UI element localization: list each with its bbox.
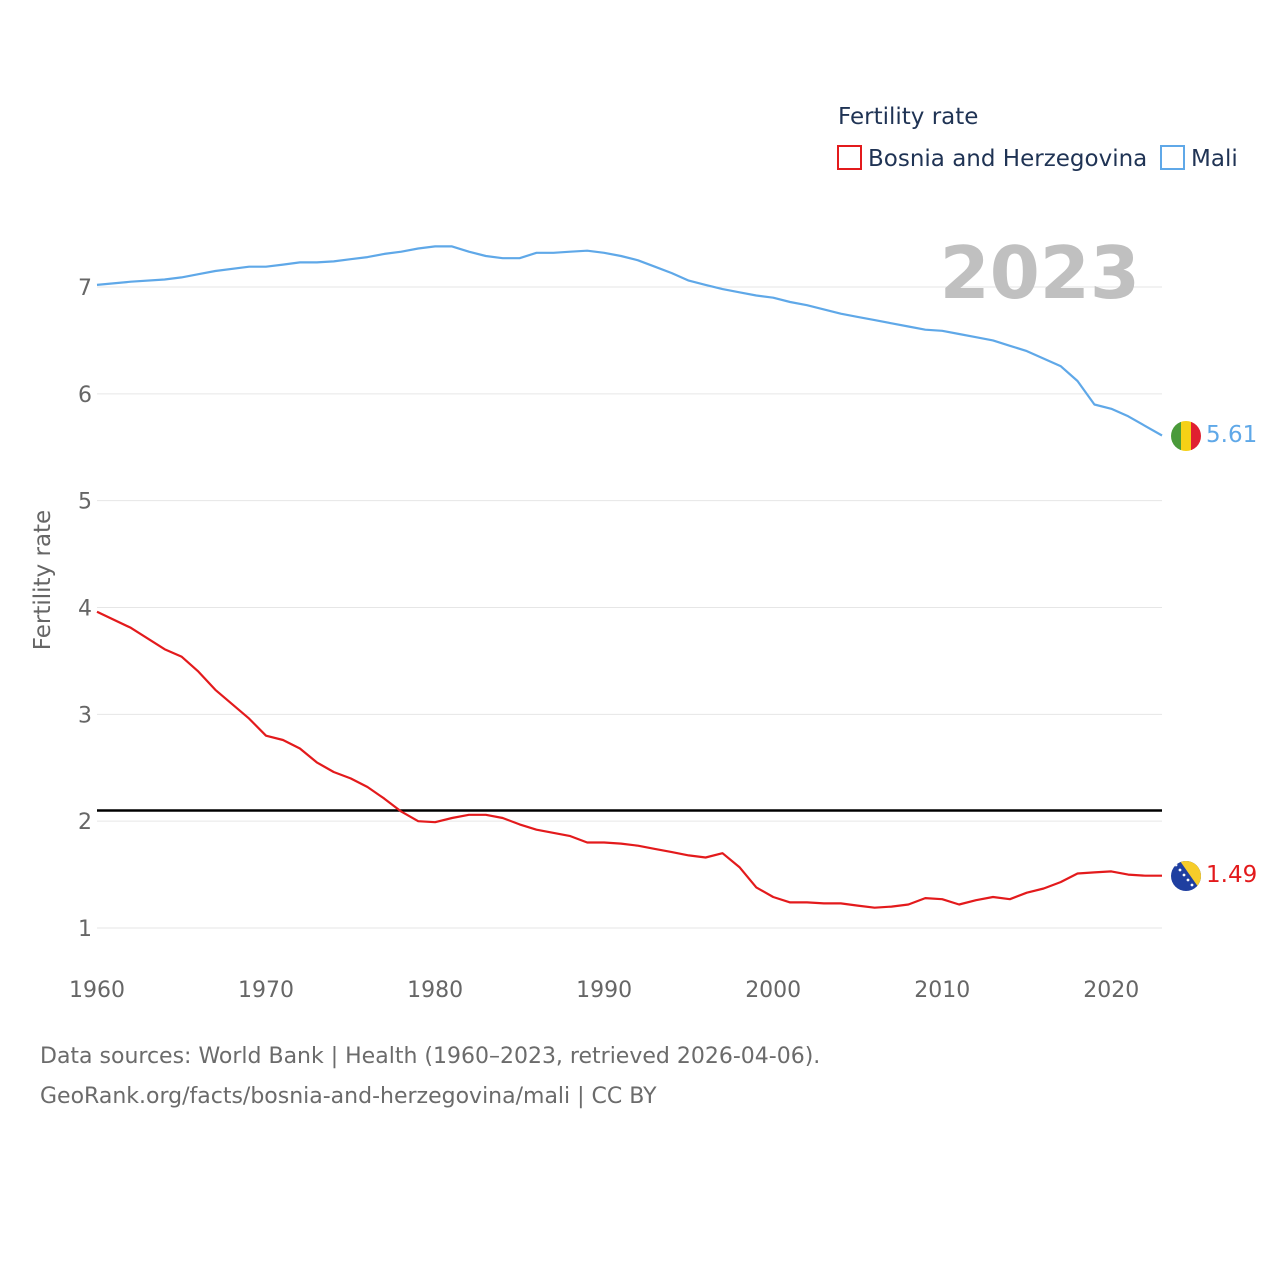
legend: Fertility rate Bosnia and Herzegovina Ma… xyxy=(837,104,1238,172)
footer-link[interactable]: GeoRank.org/facts/bosnia-and-herzegovina… xyxy=(40,1084,657,1109)
y-tick-label: 4 xyxy=(78,597,92,622)
gridlines xyxy=(97,286,1162,929)
legend-item-bosnia[interactable]: Bosnia and Herzegovina xyxy=(837,145,1147,172)
bosnia-flag-icon xyxy=(1171,861,1201,891)
legend-label-bosnia: Bosnia and Herzegovina xyxy=(868,146,1147,172)
x-tick-label: 2010 xyxy=(914,978,970,1003)
y-tick-label: 7 xyxy=(78,276,92,301)
series-lines xyxy=(96,245,1163,909)
x-tick-label: 1990 xyxy=(576,978,632,1003)
y-axis-label: Fertility rate xyxy=(30,510,56,650)
y-axis-ticks: 1 2 3 4 5 6 7 xyxy=(78,276,92,942)
y-tick-label: 2 xyxy=(78,810,92,835)
legend-item-mali[interactable]: Mali xyxy=(1160,145,1238,172)
series-line-mali[interactable] xyxy=(96,245,1163,437)
y-tick-label: 1 xyxy=(78,917,92,942)
x-tick-label: 1970 xyxy=(238,978,294,1003)
legend-title: Fertility rate xyxy=(838,104,978,130)
y-tick-label: 6 xyxy=(78,383,92,408)
x-tick-label: 2000 xyxy=(745,978,801,1003)
x-tick-label: 2020 xyxy=(1083,978,1139,1003)
legend-swatch-mali xyxy=(1160,145,1185,170)
y-tick-label: 3 xyxy=(78,703,92,728)
legend-label-mali: Mali xyxy=(1191,146,1238,172)
series-line-bosnia[interactable] xyxy=(96,610,1162,909)
mali-end-value: 5.61 xyxy=(1206,422,1257,448)
y-tick-label: 5 xyxy=(78,490,92,515)
x-axis-ticks: 1960 1970 1980 1990 2000 2010 2020 xyxy=(69,978,1139,1003)
legend-swatch-bosnia xyxy=(837,145,862,170)
mali-flag-icon xyxy=(1171,421,1201,451)
footer-sources: Data sources: World Bank | Health (1960–… xyxy=(40,1044,821,1069)
year-label: 2023 xyxy=(940,231,1140,315)
bosnia-end-value: 1.49 xyxy=(1206,862,1257,888)
x-tick-label: 1960 xyxy=(69,978,125,1003)
x-tick-label: 1980 xyxy=(407,978,463,1003)
